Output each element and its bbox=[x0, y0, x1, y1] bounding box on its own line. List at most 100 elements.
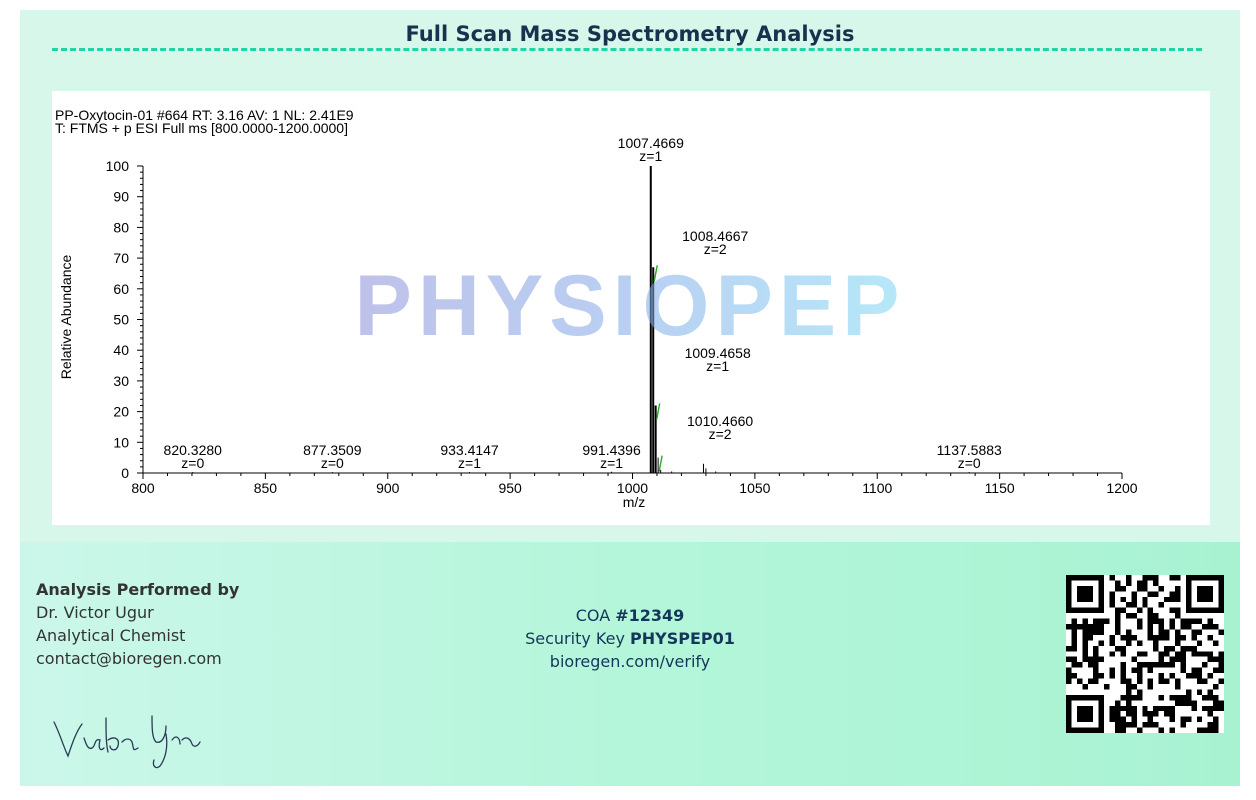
qr-module bbox=[1202, 607, 1208, 614]
qr-module bbox=[1136, 694, 1143, 701]
qr-module bbox=[1071, 624, 1077, 630]
analyst-block: Analysis Performed by Dr. Victor Ugur An… bbox=[36, 578, 239, 670]
qr-module bbox=[1098, 602, 1105, 608]
qr-module bbox=[1218, 700, 1224, 706]
qr-module bbox=[1109, 651, 1116, 657]
qr-module bbox=[1174, 575, 1181, 581]
analyst-email[interactable]: contact@bioregen.com bbox=[36, 649, 222, 668]
qr-module bbox=[1158, 585, 1165, 592]
qr-module bbox=[1158, 678, 1165, 684]
chart-header-line1: PP-Oxytocin-01 #664 RT: 3.16 AV: 1 NL: 2… bbox=[55, 107, 354, 123]
qr-module bbox=[1180, 694, 1186, 701]
y-tick-label: 50 bbox=[113, 312, 129, 328]
qr-module bbox=[1093, 651, 1099, 657]
spectrum-chart: PP-Oxytocin-01 #664 RT: 3.16 AV: 1 NL: 2… bbox=[52, 91, 1210, 525]
security-key: PHYSPEP01 bbox=[630, 629, 735, 648]
qr-module bbox=[1153, 634, 1159, 641]
coa-panel: Full Scan Mass Spectrometry Analysis PP-… bbox=[20, 10, 1240, 786]
qr-module bbox=[1213, 722, 1219, 728]
qr-module bbox=[1153, 662, 1159, 668]
peak-charge-label: z=2 bbox=[704, 241, 727, 257]
qr-module bbox=[1169, 575, 1175, 581]
peak-mz-label: 1009.4658 bbox=[685, 345, 751, 361]
qr-module bbox=[1120, 651, 1126, 657]
qr-module bbox=[1180, 634, 1186, 641]
y-tick-label: 100 bbox=[106, 158, 130, 174]
qr-module bbox=[1136, 689, 1143, 695]
qr-module bbox=[1153, 645, 1159, 652]
qr-module bbox=[1153, 591, 1159, 597]
peak-charge-label: z=0 bbox=[181, 455, 204, 471]
peak-mz-label: 1007.4669 bbox=[618, 135, 684, 151]
qr-module bbox=[1191, 705, 1197, 712]
qr-module bbox=[1071, 629, 1077, 635]
qr-module bbox=[1202, 705, 1208, 712]
qr-module bbox=[1076, 662, 1083, 668]
qr-module bbox=[1207, 694, 1214, 701]
qr-module bbox=[1087, 607, 1094, 614]
qr-module bbox=[1207, 689, 1214, 695]
qr-module bbox=[1087, 656, 1094, 663]
dashed-divider bbox=[52, 48, 1202, 51]
qr-module bbox=[1180, 645, 1186, 652]
qr-module bbox=[1066, 716, 1072, 723]
qr-module bbox=[1066, 711, 1072, 717]
qr-module bbox=[1147, 634, 1154, 641]
qr-module bbox=[1180, 662, 1186, 668]
qr-module bbox=[1136, 662, 1143, 668]
qr-module bbox=[1158, 624, 1165, 630]
peak-mz-label: 1137.5883 bbox=[937, 442, 1002, 458]
qr-module bbox=[1087, 629, 1094, 635]
qr-module bbox=[1207, 575, 1214, 581]
qr-module bbox=[1076, 678, 1083, 684]
qr-module bbox=[1174, 591, 1181, 597]
qr-module bbox=[1180, 716, 1186, 723]
qr-module bbox=[1125, 683, 1132, 690]
security-key-line: Security Key PHYSPEP01 bbox=[440, 627, 820, 650]
qr-module bbox=[1131, 656, 1137, 663]
qr-module bbox=[1185, 700, 1192, 706]
verify-url[interactable]: bioregen.com/verify bbox=[549, 652, 711, 671]
qr-module bbox=[1125, 722, 1132, 728]
signature-icon bbox=[53, 715, 201, 769]
coa-prefix: COA bbox=[575, 606, 616, 625]
qr-module bbox=[1218, 596, 1224, 603]
qr-module bbox=[1158, 662, 1165, 668]
qr-module bbox=[1131, 667, 1137, 674]
qr-module bbox=[1147, 683, 1154, 690]
qr-module bbox=[1120, 727, 1126, 733]
qr-code-icon[interactable] bbox=[1066, 575, 1224, 733]
qr-module bbox=[1098, 673, 1105, 679]
qr-module bbox=[1153, 711, 1159, 717]
qr-module bbox=[1071, 634, 1077, 641]
qr-module bbox=[1093, 678, 1099, 684]
qr-module bbox=[1087, 716, 1094, 723]
qr-module bbox=[1202, 575, 1208, 581]
qr-module bbox=[1125, 678, 1132, 684]
x-tick-label: 1050 bbox=[739, 480, 770, 496]
qr-module bbox=[1153, 618, 1159, 625]
qr-module bbox=[1087, 678, 1094, 684]
qr-module bbox=[1082, 629, 1088, 635]
qr-module bbox=[1120, 634, 1126, 641]
qr-module bbox=[1147, 618, 1154, 625]
qr-module bbox=[1071, 694, 1077, 701]
qr-module bbox=[1174, 607, 1181, 614]
qr-module bbox=[1082, 711, 1088, 717]
qr-module bbox=[1125, 711, 1132, 717]
y-tick-label: 40 bbox=[113, 342, 129, 358]
qr-module bbox=[1180, 722, 1186, 728]
qr-module bbox=[1147, 607, 1154, 614]
qr-module bbox=[1120, 596, 1126, 603]
qr-module bbox=[1218, 678, 1224, 684]
qr-module bbox=[1142, 602, 1148, 608]
qr-module bbox=[1164, 645, 1170, 652]
qr-module bbox=[1169, 662, 1175, 668]
qr-module bbox=[1082, 618, 1088, 625]
qr-module bbox=[1153, 640, 1159, 646]
qr-module bbox=[1066, 585, 1072, 592]
y-tick-label: 30 bbox=[113, 373, 129, 389]
qr-module bbox=[1191, 700, 1197, 706]
qr-module bbox=[1120, 694, 1126, 701]
qr-module bbox=[1071, 640, 1077, 646]
